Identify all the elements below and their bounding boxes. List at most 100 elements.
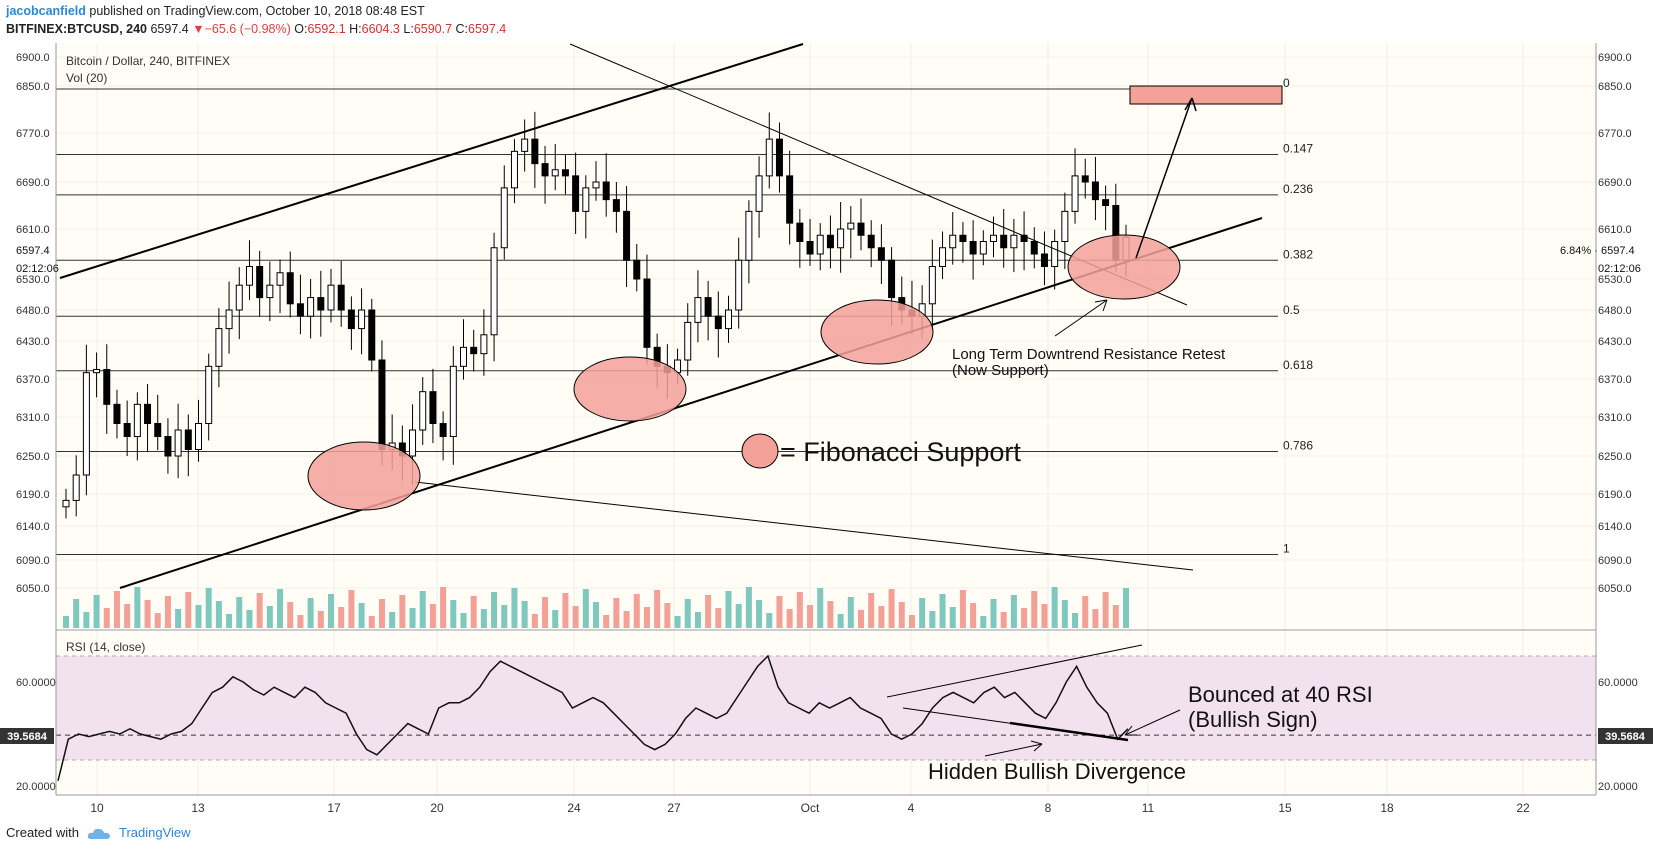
candle-body-62 — [694, 297, 702, 323]
volume-bar-73 — [807, 605, 814, 628]
volume-bar-72 — [796, 592, 803, 628]
volume-bar-64 — [715, 608, 722, 628]
ascending-support-line — [119, 217, 1263, 589]
candle-body-96 — [1040, 253, 1048, 267]
candle-body-4 — [103, 369, 111, 405]
candle-body-88 — [959, 234, 967, 242]
candle-body-21 — [276, 272, 284, 286]
volume-bar-76 — [837, 614, 844, 628]
candle-body-67 — [745, 210, 753, 261]
fib-label-5: 0.618 — [1283, 358, 1313, 372]
price-tick-right-5: 6530.0 — [1598, 274, 1632, 286]
candle-body-90 — [979, 241, 987, 255]
volume-bar-104 — [1123, 588, 1129, 628]
volume-bar-92 — [1000, 612, 1007, 628]
author-link[interactable]: jacobcanfield — [6, 4, 86, 18]
volume-bar-46 — [531, 614, 538, 628]
price-tick-left-9: 6310.0 — [16, 412, 50, 424]
volume-bar-16 — [226, 614, 233, 628]
candle-body-47 — [541, 163, 549, 177]
volume-bar-49 — [562, 593, 569, 628]
x-tick-2: 17 — [327, 801, 341, 815]
last-price-left: 6597.4 — [16, 245, 50, 257]
divergence-arrow-line — [984, 743, 1043, 757]
volume-bar-35 — [419, 591, 426, 628]
volume-bar-66 — [735, 604, 742, 628]
volume-bar-19 — [256, 593, 263, 628]
volume-bar-28 — [348, 590, 355, 628]
candle-body-6 — [123, 423, 131, 437]
candle-body-38 — [449, 365, 457, 438]
volume-bar-103 — [1112, 605, 1119, 628]
rsi-value-right: 39.5684 — [1605, 731, 1646, 743]
annotation-bullish-sign: (Bullish Sign) — [1188, 707, 1318, 732]
retest-arrow-line — [1054, 299, 1108, 337]
candle-body-79 — [867, 234, 875, 249]
price-tick-right-14: 6050.0 — [1598, 583, 1632, 595]
fib-label-6: 0.786 — [1283, 438, 1313, 452]
volume-bar-7 — [134, 587, 141, 628]
price-change: −65.6 (−0.98%) — [204, 22, 291, 36]
countdown-right: 02:12:06 — [1598, 263, 1641, 275]
candle-body-70 — [775, 138, 783, 177]
price-chart[interactable]: 0 0.147 0.236 0.382 0.5 0.618 0.786 1 6900.0 690… — [0, 0, 1653, 815]
rsi-tick-right-1: 20.0000 — [1598, 781, 1638, 793]
price-tick-right-7: 6430.0 — [1598, 336, 1632, 348]
candle-body-100 — [1081, 175, 1089, 183]
candle-body-74 — [816, 234, 824, 255]
annotation-downtrend: Long Term Downtrend Resistance Retest — [952, 346, 1226, 363]
candle-body-91 — [990, 234, 997, 242]
volume-bar-96 — [1041, 604, 1048, 628]
volume-bar-67 — [745, 587, 752, 628]
countdown-left: 02:12:06 — [16, 263, 59, 275]
volume-bar-62 — [694, 612, 701, 628]
fib-label-3: 0.382 — [1283, 247, 1313, 261]
candle-body-39 — [460, 346, 467, 367]
candle-body-35 — [419, 391, 427, 431]
candle-body-40 — [470, 346, 478, 355]
upper-channel-line — [59, 43, 804, 279]
volume-bar-25 — [317, 611, 324, 628]
volume-bar-22 — [287, 602, 294, 628]
volume-bar-13 — [195, 605, 202, 628]
price-tick-left-12: 6140.0 — [16, 521, 50, 533]
x-tick-0: 10 — [90, 801, 104, 815]
price-tick-left-1: 6850.0 — [16, 81, 50, 93]
volume-bar-75 — [827, 601, 834, 628]
candle-body-26 — [327, 284, 335, 311]
volume-bar-3 — [93, 595, 100, 628]
volume-bar-8 — [144, 600, 151, 628]
fib-support-ellipse-1 — [573, 356, 687, 422]
volume-bar-81 — [888, 589, 895, 628]
volume-bar-63 — [705, 595, 712, 628]
candle-body-19 — [256, 266, 264, 299]
fib-label-7: 1 — [1283, 542, 1290, 556]
volume-bar-97 — [1051, 587, 1058, 628]
volume-bar-44 — [511, 588, 518, 628]
candle-body-25 — [317, 297, 325, 311]
volume-bar-98 — [1061, 600, 1068, 628]
tradingview-link[interactable]: TradingView — [118, 825, 191, 840]
annotation-hidden-divergence: Hidden Bullish Divergence — [928, 759, 1186, 784]
volume-bar-84 — [919, 598, 926, 628]
price-tick-right-9: 6310.0 — [1598, 412, 1632, 424]
low-value: 6590.7 — [413, 22, 453, 36]
close-label: C: — [455, 22, 469, 36]
candle-body-92 — [1000, 234, 1008, 249]
volume-bar-93 — [1010, 595, 1017, 628]
volume-bar-43 — [501, 605, 508, 628]
price-tick-right-12: 6140.0 — [1598, 521, 1632, 533]
price-tick-left-0: 6900.0 — [16, 52, 50, 64]
candle-body-17 — [235, 284, 243, 311]
volume-bar-48 — [552, 610, 559, 628]
volume-bar-91 — [990, 599, 997, 628]
price-tick-left-13: 6090.0 — [16, 555, 50, 567]
volume-bar-71 — [786, 609, 793, 628]
volume-bar-94 — [1021, 608, 1028, 628]
volume-bar-59 — [664, 603, 671, 628]
annotation-bounced: Bounced at 40 RSI — [1188, 682, 1373, 707]
last-price: 6597.4 — [150, 22, 189, 36]
candle-body-97 — [1051, 241, 1059, 267]
volume-bar-31 — [378, 599, 385, 628]
volume-bar-14 — [205, 588, 212, 628]
